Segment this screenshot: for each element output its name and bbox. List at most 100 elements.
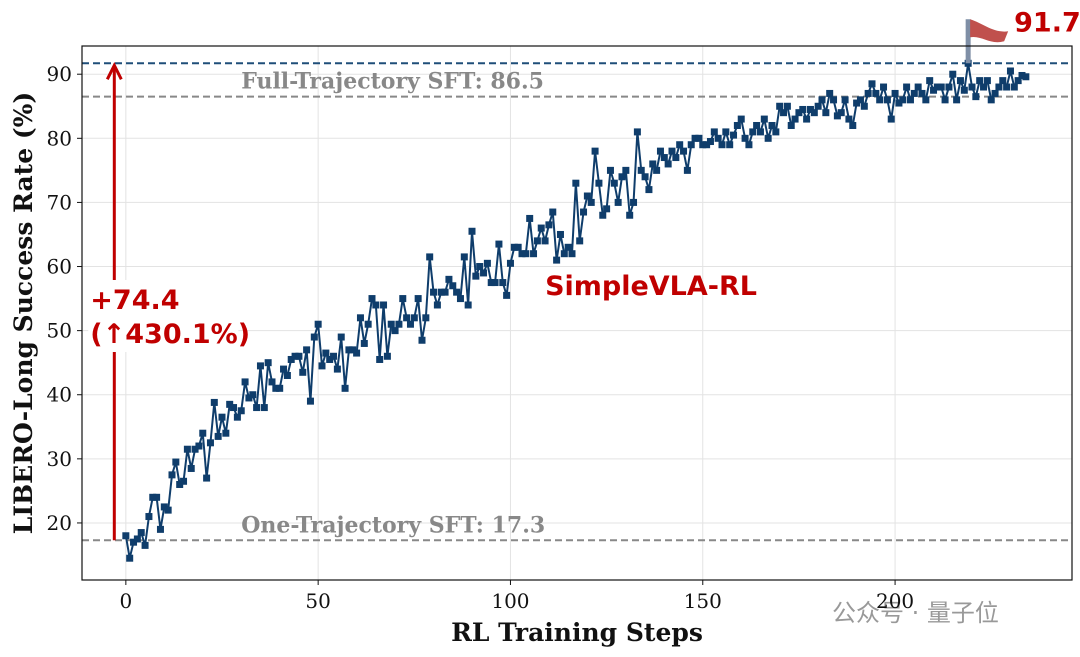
series-marker	[803, 115, 811, 123]
series-marker	[676, 141, 684, 149]
series-marker	[949, 70, 957, 78]
series-marker	[295, 352, 303, 360]
series-marker	[333, 365, 341, 373]
series-marker	[972, 93, 980, 101]
series-marker	[822, 109, 830, 117]
series-marker	[768, 121, 776, 129]
flag	[970, 19, 1009, 43]
series-marker	[172, 458, 180, 466]
series-marker	[495, 240, 503, 248]
y-tick-label: 40	[47, 383, 72, 407]
series-marker	[745, 141, 753, 149]
y-axis-title: LIBERO-Long Success Rate (%)	[9, 92, 38, 534]
series-marker	[1003, 83, 1011, 91]
series-marker	[626, 211, 634, 219]
series-marker	[753, 121, 761, 129]
series-marker	[718, 141, 726, 149]
series-marker	[795, 109, 803, 117]
series-marker	[176, 480, 184, 488]
series-marker	[587, 198, 595, 206]
series-marker	[830, 96, 838, 104]
series-marker	[376, 355, 384, 363]
series-marker	[868, 80, 876, 88]
series-marker	[845, 115, 853, 123]
series-marker	[180, 477, 188, 485]
series-marker	[568, 250, 576, 258]
series-marker	[799, 105, 807, 113]
series-marker	[814, 102, 822, 110]
series-marker	[137, 529, 145, 537]
series-marker	[941, 96, 949, 104]
series-marker	[318, 362, 326, 370]
series-marker	[826, 89, 834, 97]
method-label: SimpleVLA-RL	[545, 271, 757, 302]
series-marker	[353, 349, 361, 357]
series-marker	[641, 173, 649, 181]
series-marker	[503, 291, 511, 299]
series-marker	[722, 128, 730, 136]
series-marker	[245, 394, 253, 402]
series-marker	[406, 320, 414, 328]
series-marker	[572, 179, 580, 187]
series-marker	[976, 77, 984, 85]
series-marker	[310, 333, 318, 341]
series-marker	[356, 314, 364, 322]
series-marker	[241, 378, 249, 386]
y-tick-label: 80	[47, 126, 72, 150]
series-marker	[649, 160, 657, 168]
series-marker	[687, 141, 695, 149]
series-marker	[603, 205, 611, 213]
series-marker	[680, 147, 688, 155]
series-marker	[741, 134, 749, 142]
gain-label: +74.4	[90, 285, 179, 316]
series-marker	[203, 474, 211, 482]
series-marker	[1010, 83, 1018, 91]
series-marker	[522, 250, 530, 258]
series-marker	[330, 352, 338, 360]
series-marker	[130, 538, 138, 546]
series-marker	[126, 554, 134, 562]
series-marker	[787, 121, 795, 129]
series-marker	[237, 407, 245, 415]
series-marker	[480, 269, 488, 277]
series-marker	[953, 96, 961, 104]
series-marker	[206, 439, 214, 447]
series-marker	[876, 96, 884, 104]
series-marker	[187, 464, 195, 472]
series-marker	[472, 272, 480, 280]
series-marker	[683, 166, 691, 174]
series-marker	[345, 346, 353, 354]
series-marker	[968, 83, 976, 91]
series-marker	[437, 288, 445, 296]
x-tick-label: 150	[684, 589, 722, 613]
series-marker	[937, 83, 945, 91]
series-marker	[506, 259, 514, 267]
series-marker	[226, 400, 234, 408]
series-line	[124, 63, 1027, 559]
watermark: 公众号 · 量子位	[832, 599, 999, 627]
series-marker	[860, 102, 868, 110]
series-marker	[737, 115, 745, 123]
gain-arrow-head	[105, 61, 123, 80]
series-marker	[410, 314, 418, 322]
series-marker	[733, 121, 741, 129]
series-marker	[810, 109, 818, 117]
series-marker	[160, 503, 168, 511]
series-marker	[276, 384, 284, 392]
series-marker	[360, 339, 368, 347]
series-marker	[656, 147, 664, 155]
plot-frame	[81, 45, 1073, 581]
series-marker	[595, 179, 603, 187]
series-marker	[230, 404, 238, 412]
series-marker	[706, 138, 714, 146]
y-tick-label: 70	[47, 190, 72, 214]
series-marker	[806, 105, 814, 113]
series-marker	[691, 134, 699, 142]
series-marker	[483, 259, 491, 267]
series-marker	[303, 346, 311, 354]
series-marker	[783, 102, 791, 110]
series-marker	[537, 224, 545, 232]
series-marker	[141, 541, 149, 549]
series-marker	[914, 83, 922, 91]
